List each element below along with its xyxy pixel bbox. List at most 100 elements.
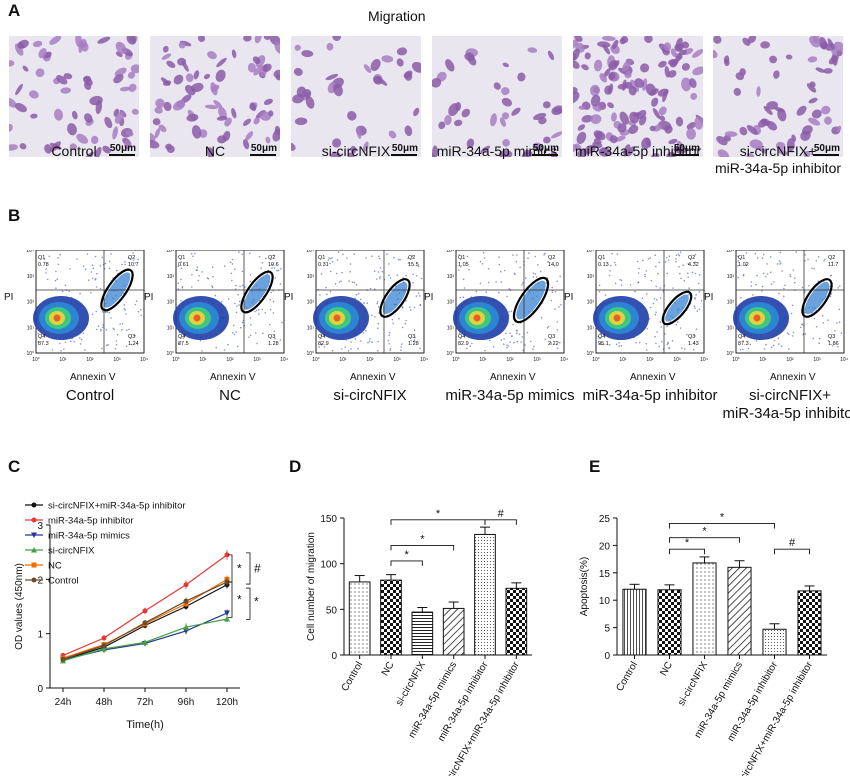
event-dot xyxy=(745,264,747,266)
cell xyxy=(243,36,252,42)
event-dot xyxy=(756,274,758,277)
cell xyxy=(432,77,442,88)
event-dot xyxy=(500,270,502,273)
event-dot xyxy=(55,270,57,273)
event-dot xyxy=(134,303,137,306)
cell xyxy=(674,43,683,52)
event-dot xyxy=(829,295,832,298)
gate-ellipse xyxy=(801,278,833,318)
q1-value: 1.02 xyxy=(738,262,749,268)
cell xyxy=(461,108,471,118)
event-dot xyxy=(280,268,282,270)
event-dot xyxy=(668,255,671,257)
cell xyxy=(292,94,305,104)
event-dot xyxy=(261,261,264,264)
panel-a-title: Migration xyxy=(368,8,426,24)
event-dot xyxy=(836,322,838,324)
event-dot xyxy=(182,337,184,339)
event-dot xyxy=(740,296,742,299)
y-tick-label: 150 xyxy=(320,514,337,525)
q2-value: 10.6 xyxy=(268,262,279,268)
event-dot xyxy=(807,258,809,261)
event-dot xyxy=(419,304,422,306)
event-dot xyxy=(641,297,644,299)
event-dot xyxy=(765,343,767,346)
event-dot xyxy=(329,257,332,260)
x-axis-label: Annexin V xyxy=(490,372,536,383)
event-dot xyxy=(369,287,372,290)
x-tick-label: Control xyxy=(340,660,366,693)
data-point xyxy=(224,615,230,622)
event-dot xyxy=(830,293,833,295)
event-dot xyxy=(508,288,511,290)
cell xyxy=(253,117,260,125)
event-dot xyxy=(831,261,834,264)
event-dot xyxy=(654,335,656,338)
scale-label: 50μm xyxy=(673,143,700,154)
event-dot xyxy=(121,322,124,325)
event-dot xyxy=(520,341,522,343)
event-dot xyxy=(211,285,213,287)
cell xyxy=(95,100,103,115)
cell xyxy=(207,51,217,60)
event-dot xyxy=(249,280,251,283)
event-dot xyxy=(654,254,656,256)
event-dot xyxy=(790,312,793,315)
cell xyxy=(150,132,156,143)
micrograph-label-4: miR-34a-5p mimics xyxy=(436,143,558,159)
cell xyxy=(124,140,132,150)
q2-name: Q2 xyxy=(128,255,135,261)
micrograph-cells xyxy=(150,36,280,157)
x-tick-label: 96h xyxy=(178,697,195,708)
event-dot xyxy=(786,332,789,334)
event-dot xyxy=(108,267,111,270)
event-dot xyxy=(463,287,466,289)
event-dot xyxy=(763,272,765,275)
event-dot xyxy=(340,280,342,282)
event-dot xyxy=(254,310,256,313)
event-dot xyxy=(525,277,527,279)
cell xyxy=(432,145,438,157)
cell xyxy=(17,39,29,49)
cell xyxy=(115,41,127,55)
x-tick-label: 10⁴ xyxy=(280,357,288,363)
sig-bracket xyxy=(390,519,486,525)
event-dot xyxy=(281,321,283,324)
y-tick-label: 10⁴ xyxy=(726,250,734,254)
event-dot xyxy=(99,265,102,267)
q1-value: 0.61 xyxy=(178,262,189,268)
cell xyxy=(624,71,632,79)
event-dot xyxy=(466,347,468,350)
cell xyxy=(607,102,614,109)
cell xyxy=(253,65,264,76)
event-dot xyxy=(413,329,416,332)
data-point xyxy=(224,610,230,617)
cell xyxy=(262,63,272,72)
cell xyxy=(185,73,194,82)
x-tick-label: 10¹ xyxy=(339,357,347,363)
cell xyxy=(84,113,93,123)
flow-label-3: si-circNFIX xyxy=(333,387,407,404)
bracket-lower xyxy=(228,581,233,618)
cell xyxy=(54,108,63,121)
sig-label: * xyxy=(720,511,725,523)
cell xyxy=(181,60,189,72)
event-dot xyxy=(325,286,327,289)
cell xyxy=(749,139,763,149)
event-dot xyxy=(107,344,109,346)
event-dot xyxy=(244,286,246,288)
bar-3 xyxy=(692,562,717,656)
event-dot xyxy=(106,344,108,347)
q3-value: 1.28 xyxy=(408,341,419,347)
event-dot xyxy=(123,307,125,310)
event-dot xyxy=(124,309,126,311)
event-dot xyxy=(556,329,559,331)
cell xyxy=(653,124,662,132)
q3-name: Q3 xyxy=(128,334,135,340)
event-dot xyxy=(485,291,488,293)
cell xyxy=(747,36,757,44)
x-tick-label: 10° xyxy=(32,357,40,363)
event-dot xyxy=(412,282,414,284)
cell xyxy=(640,63,650,73)
